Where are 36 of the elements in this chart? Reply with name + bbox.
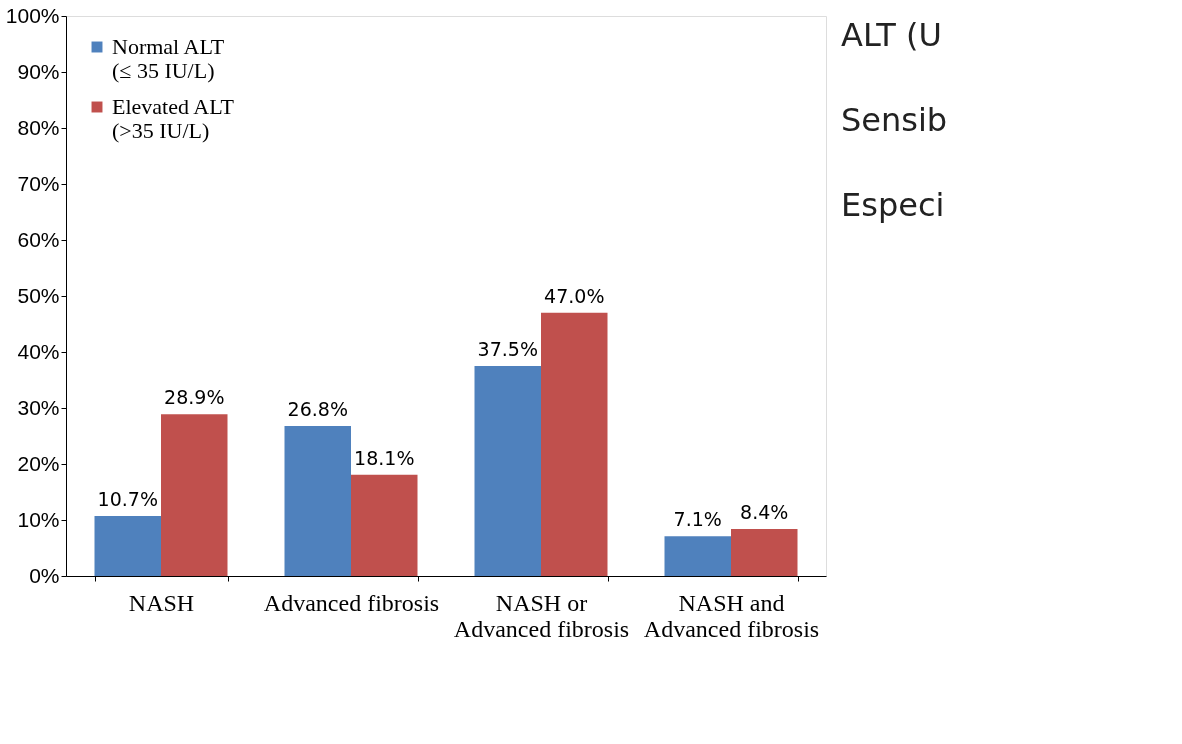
x-tick-label: NASH or Advanced fibrosis [453,589,630,642]
y-tick-label: 90% [17,59,60,83]
y-tick-label: 70% [17,171,60,195]
bar [664,536,731,576]
data-label: 8.4% [740,500,789,523]
bar [94,516,161,576]
y-tick-label: 0% [29,563,60,587]
legend-label: Normal ALT (≤ 35 IU/L) [112,34,225,83]
bar [474,366,541,576]
data-label: 26.8% [287,397,348,420]
text: Especi [841,186,945,224]
bar [351,474,418,576]
data-label: 28.9% [164,386,225,409]
data-label: 7.1% [673,508,722,531]
y-tick-label: 50% [17,283,60,307]
x-tick-label: NASH and Advanced fibrosis [643,589,820,642]
y-tick-label: 60% [17,227,60,251]
data-label: 47.0% [544,284,605,307]
y-tick-label: 40% [17,339,60,363]
data-label: 18.1% [354,446,415,469]
bar [541,312,608,576]
y-tick-label: 20% [17,451,60,475]
text: ALT (U [841,16,942,54]
text: Sensib [841,101,948,139]
y-tick-label: 100% [5,3,60,27]
x-tick-label: NASH [128,589,195,616]
bar [161,414,228,576]
y-tick-label: 10% [17,507,60,531]
y-tick-label: 30% [17,395,60,419]
data-label: 10.7% [97,488,158,511]
legend-label: Elevated ALT (>35 IU/L) [112,94,235,143]
y-tick-label: 80% [17,115,60,139]
bar [731,528,798,576]
x-tick-label: Advanced fibrosis [263,589,440,616]
data-label: 37.5% [477,338,538,360]
bar [284,425,351,576]
